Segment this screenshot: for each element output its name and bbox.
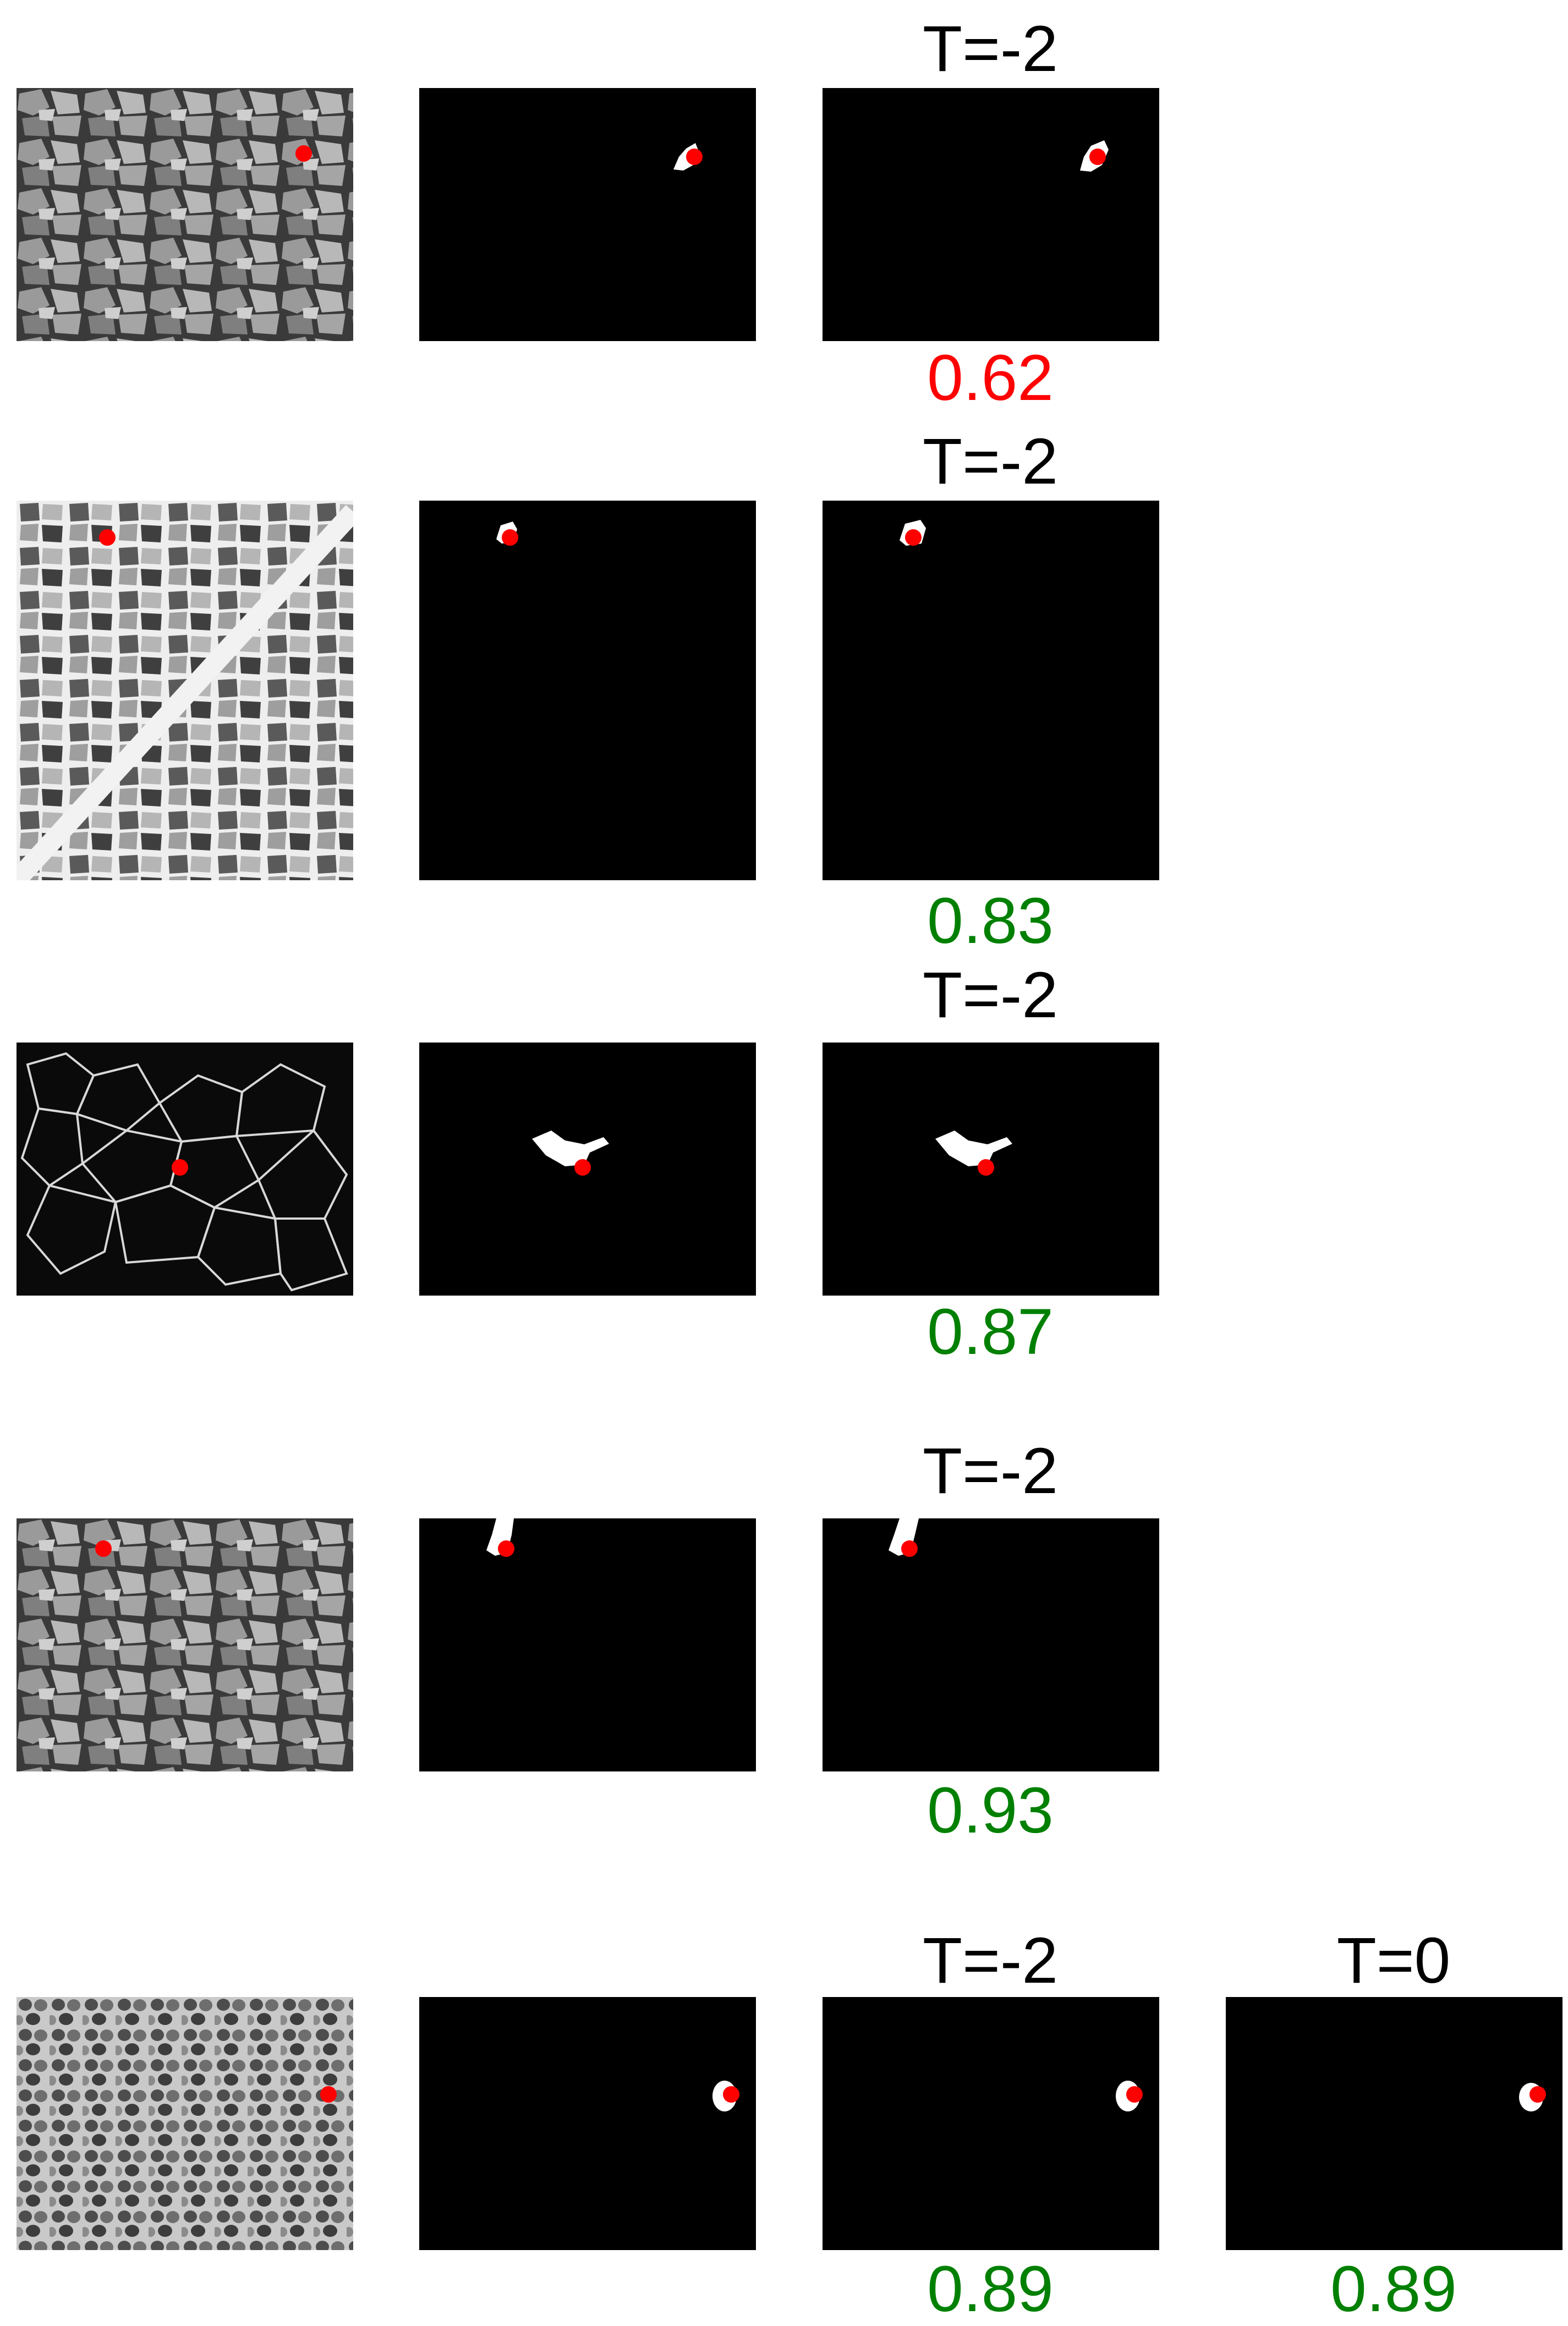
- iou-score: 0.89: [927, 2253, 1054, 2325]
- iou-score: 0.89: [1330, 2253, 1457, 2325]
- figure-row-5: T=-2 T=0: [0, 1854, 1568, 2326]
- iou-score: 0.93: [927, 1774, 1054, 1847]
- click-point-marker: [172, 1159, 188, 1176]
- column-title: T=-2: [923, 1435, 1058, 1507]
- prediction-mask: [823, 501, 1159, 880]
- click-point-marker: [320, 2086, 337, 2103]
- column-title: T=-2: [923, 959, 1058, 1032]
- click-point-marker: [295, 145, 312, 162]
- input-image-gravel: [17, 1518, 353, 1771]
- column-title: T=-2: [923, 425, 1058, 498]
- ground-truth-mask: [419, 1997, 756, 2250]
- figure-row-4: T=-2 0.93: [0, 1359, 1568, 1854]
- input-image-muscle-fibers: [17, 501, 353, 880]
- figure-row-1: T=-2 0.62: [0, 0, 1568, 418]
- click-point-marker: [99, 529, 116, 546]
- ground-truth-mask: [419, 501, 756, 880]
- click-point-marker: [498, 1540, 514, 1557]
- click-point-marker: [502, 529, 518, 546]
- click-point-marker: [723, 2086, 739, 2103]
- click-point-marker: [1126, 2086, 1143, 2103]
- click-point-marker: [978, 1159, 994, 1176]
- click-point-marker: [95, 1540, 112, 1557]
- click-point-marker: [1529, 2086, 1546, 2103]
- figure-row-3: T=-2: [0, 959, 1568, 1364]
- input-image-membrane-cells: [17, 1043, 353, 1296]
- prediction-mask-t-0: [1226, 1997, 1562, 2250]
- iou-score: 0.87: [927, 1296, 1054, 1368]
- click-point-marker: [1089, 149, 1106, 165]
- prediction-mask: [823, 88, 1159, 341]
- ground-truth-mask: [419, 1043, 756, 1296]
- click-point-marker: [686, 149, 703, 165]
- prediction-mask: [823, 1043, 1159, 1296]
- ground-truth-mask: [419, 88, 756, 341]
- iou-score: 0.62: [927, 342, 1054, 414]
- prediction-mask: [823, 1518, 1159, 1771]
- ground-truth-mask: [419, 1518, 756, 1771]
- input-image-dense-cells: [17, 1997, 353, 2250]
- click-point-marker: [905, 529, 922, 546]
- click-point-marker: [901, 1540, 918, 1557]
- column-title: T=0: [1336, 1924, 1451, 1997]
- click-point-marker: [574, 1159, 591, 1176]
- column-title: T=-2: [923, 13, 1058, 85]
- prediction-mask-t-minus-2: [823, 1997, 1159, 2250]
- input-image-gravel: [17, 88, 353, 341]
- iou-score: 0.83: [927, 885, 1054, 957]
- column-title: T=-2: [923, 1924, 1058, 1997]
- figure-row-2: T=-2 0.83: [0, 418, 1568, 963]
